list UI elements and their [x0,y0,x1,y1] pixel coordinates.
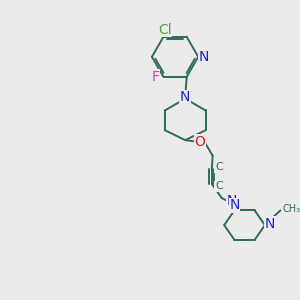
Text: N: N [265,217,275,231]
Text: F: F [152,70,160,84]
Text: N: N [180,90,190,104]
Text: Cl: Cl [158,23,172,37]
Text: C: C [215,181,223,191]
Text: N: N [229,198,240,212]
Text: O: O [194,134,206,148]
Text: N: N [226,194,237,208]
Text: CH₃: CH₃ [283,204,300,214]
Text: C: C [215,162,223,172]
Text: N: N [199,50,209,64]
